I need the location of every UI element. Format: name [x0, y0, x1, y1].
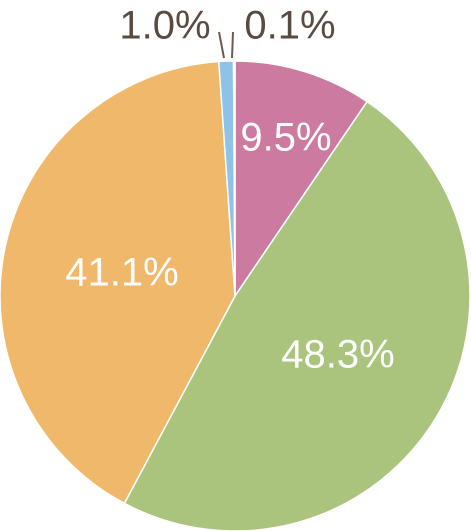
- value-label: 41.1%: [65, 251, 178, 295]
- value-label: 9.5%: [240, 116, 331, 160]
- leader-line: [218, 31, 225, 59]
- value-label: 48.3%: [281, 333, 394, 377]
- leader-line: [231, 31, 234, 59]
- pie-slice: [232, 60, 236, 297]
- value-label: 1.0%: [119, 4, 210, 48]
- pie-slice: [234, 60, 369, 299]
- pie-slice: [0, 60, 236, 505]
- value-label: 0.1%: [244, 4, 335, 48]
